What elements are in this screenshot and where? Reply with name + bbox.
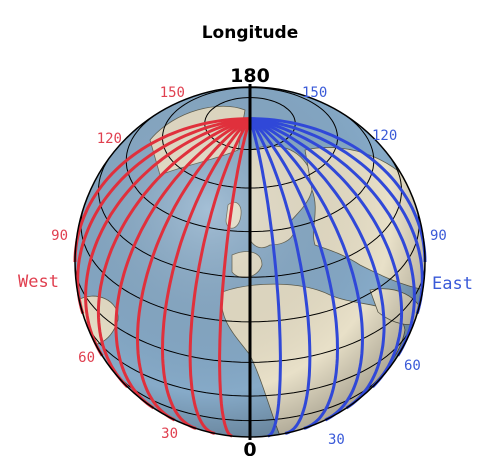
meridian-line <box>84 117 251 357</box>
east-tick-90: 90 <box>430 228 447 244</box>
meridian-line <box>73 117 251 263</box>
meridian-line <box>248 117 340 430</box>
east-tick-150: 150 <box>302 85 327 101</box>
meridian-line <box>96 117 251 388</box>
west-tick-90: 90 <box>51 228 68 244</box>
meridian-line <box>160 117 252 430</box>
meridian-line <box>114 117 251 410</box>
west-tick-60: 60 <box>78 350 95 366</box>
east-label: East <box>432 274 473 294</box>
meridian-line <box>249 117 404 388</box>
meridian-line <box>249 117 424 315</box>
label-0: 0 <box>243 439 256 456</box>
meridian-line <box>248 118 282 438</box>
meridian-line <box>218 118 252 438</box>
globe-outline <box>74 86 426 438</box>
meridian-line <box>249 117 416 357</box>
globe <box>73 84 427 440</box>
west-tick-30: 30 <box>161 426 178 442</box>
meridian-line <box>249 117 386 410</box>
meridian-line <box>76 117 251 315</box>
east-tick-60: 60 <box>404 358 421 374</box>
meridian-line <box>249 117 365 422</box>
west-tick-120: 120 <box>97 131 122 147</box>
east-tick-30: 30 <box>328 432 345 448</box>
west-meridians <box>73 117 252 438</box>
meridian-line <box>188 117 252 435</box>
diagram-title: Longitude <box>202 23 299 43</box>
meridian-line <box>135 117 251 422</box>
meridian-line <box>249 117 427 263</box>
label-180: 180 <box>230 65 270 87</box>
west-label: West <box>18 272 59 292</box>
meridian-line <box>248 117 312 435</box>
east-tick-120: 120 <box>372 128 397 144</box>
west-tick-150: 150 <box>160 85 185 101</box>
east-meridians <box>248 117 427 438</box>
